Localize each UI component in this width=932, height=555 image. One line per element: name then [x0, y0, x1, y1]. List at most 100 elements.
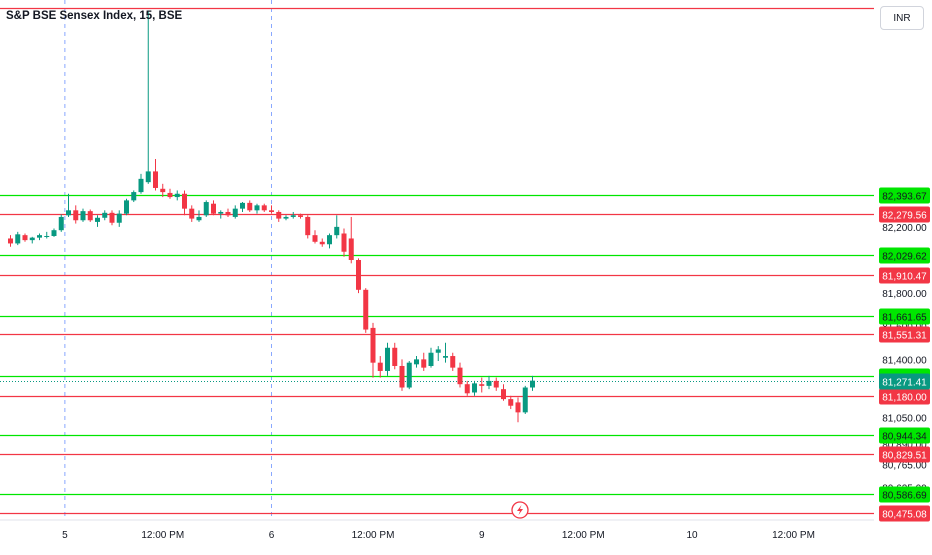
candle-34: [254, 203, 260, 214]
candle-body-26: [196, 216, 202, 221]
candle-body-12: [95, 217, 100, 222]
level-label-bg-9: [879, 427, 930, 444]
level-label-10: 80,829.51: [882, 451, 927, 462]
time-tick-1: 5: [62, 530, 68, 541]
candle-body-14: [109, 212, 115, 223]
candle-52: [385, 342, 390, 376]
candle-body-61: [450, 356, 456, 368]
lightning-icon[interactable]: [511, 501, 529, 519]
candle-21: [160, 183, 166, 198]
candle-12: [95, 215, 100, 227]
level-label-6: 81,551.31: [882, 331, 927, 342]
time-tick-4: 12:00 PM: [352, 530, 395, 541]
candle-body-21: [160, 188, 166, 193]
candle-body-62: [457, 367, 463, 385]
candle-body-17: [131, 192, 137, 201]
candle-6: [51, 228, 57, 237]
candle-29: [218, 210, 224, 219]
candle-body-71: [522, 387, 528, 413]
candle-body-50: [370, 327, 376, 363]
candle-body-43: [319, 241, 325, 245]
currency-button[interactable]: INR: [880, 6, 924, 30]
candle-28: [211, 200, 216, 216]
candle-56: [414, 356, 419, 368]
candle-body-66: [486, 380, 492, 386]
level-label-2: 82,279.56: [882, 211, 927, 222]
candle-31: [232, 205, 238, 219]
candle-0: [8, 235, 13, 247]
candle-26: [196, 210, 202, 222]
candle-body-64: [472, 383, 477, 393]
candle-68: [501, 384, 506, 401]
level-label-8: 81,180.00: [882, 393, 927, 404]
candle-body-31: [232, 208, 238, 217]
candle-32: [240, 202, 245, 212]
candle-51: [377, 356, 383, 378]
candle-40: [298, 213, 303, 219]
candle-body-8: [66, 210, 71, 216]
candle-37: [276, 210, 282, 222]
candle-body-52: [385, 347, 390, 371]
candle-body-56: [414, 359, 419, 365]
candle-15: [116, 210, 122, 227]
level-label-bg-4: [879, 267, 930, 284]
candle-23: [174, 190, 180, 201]
candle-body-39: [290, 215, 296, 217]
candle-19: [145, 11, 151, 184]
horizontal-levels: [0, 7, 874, 515]
candle-58: [428, 347, 434, 368]
candle-39: [290, 211, 296, 219]
candle-47: [348, 216, 354, 264]
candle-body-27: [203, 202, 209, 216]
candle-7: [58, 214, 64, 232]
price-tick-7: 80,890.00: [882, 440, 927, 451]
candle-9: [73, 205, 79, 224]
price-tick-4: 81,400.00: [882, 355, 927, 366]
time-tick-3: 6: [269, 530, 275, 541]
candle-body-44: [327, 235, 332, 245]
candle-42: [312, 230, 318, 244]
candle-body-0: [8, 238, 13, 244]
candle-body-54: [399, 365, 405, 388]
candle-64: [472, 380, 477, 396]
candle-body-5: [44, 235, 50, 237]
candle-body-4: [37, 235, 42, 238]
candle-body-7: [58, 216, 64, 231]
candle-48: [356, 258, 361, 294]
level-label-bg-1: [879, 187, 930, 204]
candle-body-46: [341, 233, 347, 252]
level-label-bg-2: [879, 206, 930, 223]
candle-body-11: [87, 211, 93, 221]
candle-body-15: [116, 213, 122, 223]
candle-body-22: [167, 192, 173, 198]
candle-body-24: [182, 193, 187, 209]
candle-body-19: [145, 171, 151, 183]
candle-body-72: [530, 380, 535, 388]
level-label-3: 82,029.62: [882, 252, 927, 263]
candle-body-58: [428, 352, 434, 366]
candle-2: [22, 233, 28, 242]
level-label-9: 80,944.34: [882, 432, 927, 443]
candle-body-41: [305, 216, 311, 236]
time-tick-5: 9: [479, 530, 485, 541]
candle-10: [80, 208, 86, 222]
candle-body-16: [124, 200, 129, 214]
candle-body-18: [138, 178, 144, 193]
candle-43: [319, 238, 325, 247]
candle-33: [247, 200, 253, 212]
candle-body-65: [479, 384, 485, 386]
candle-49: [363, 288, 369, 333]
candle-25: [189, 205, 195, 222]
level-label-bg-8: [879, 388, 930, 405]
candle-4: [37, 233, 42, 241]
candle-20: [153, 158, 158, 191]
candle-69: [508, 395, 514, 410]
level-label-bg-12: [879, 505, 930, 522]
candle-body-68: [501, 389, 506, 400]
candle-45: [334, 215, 340, 239]
candle-body-67: [493, 380, 499, 388]
time-tick-7: 10: [686, 530, 698, 541]
